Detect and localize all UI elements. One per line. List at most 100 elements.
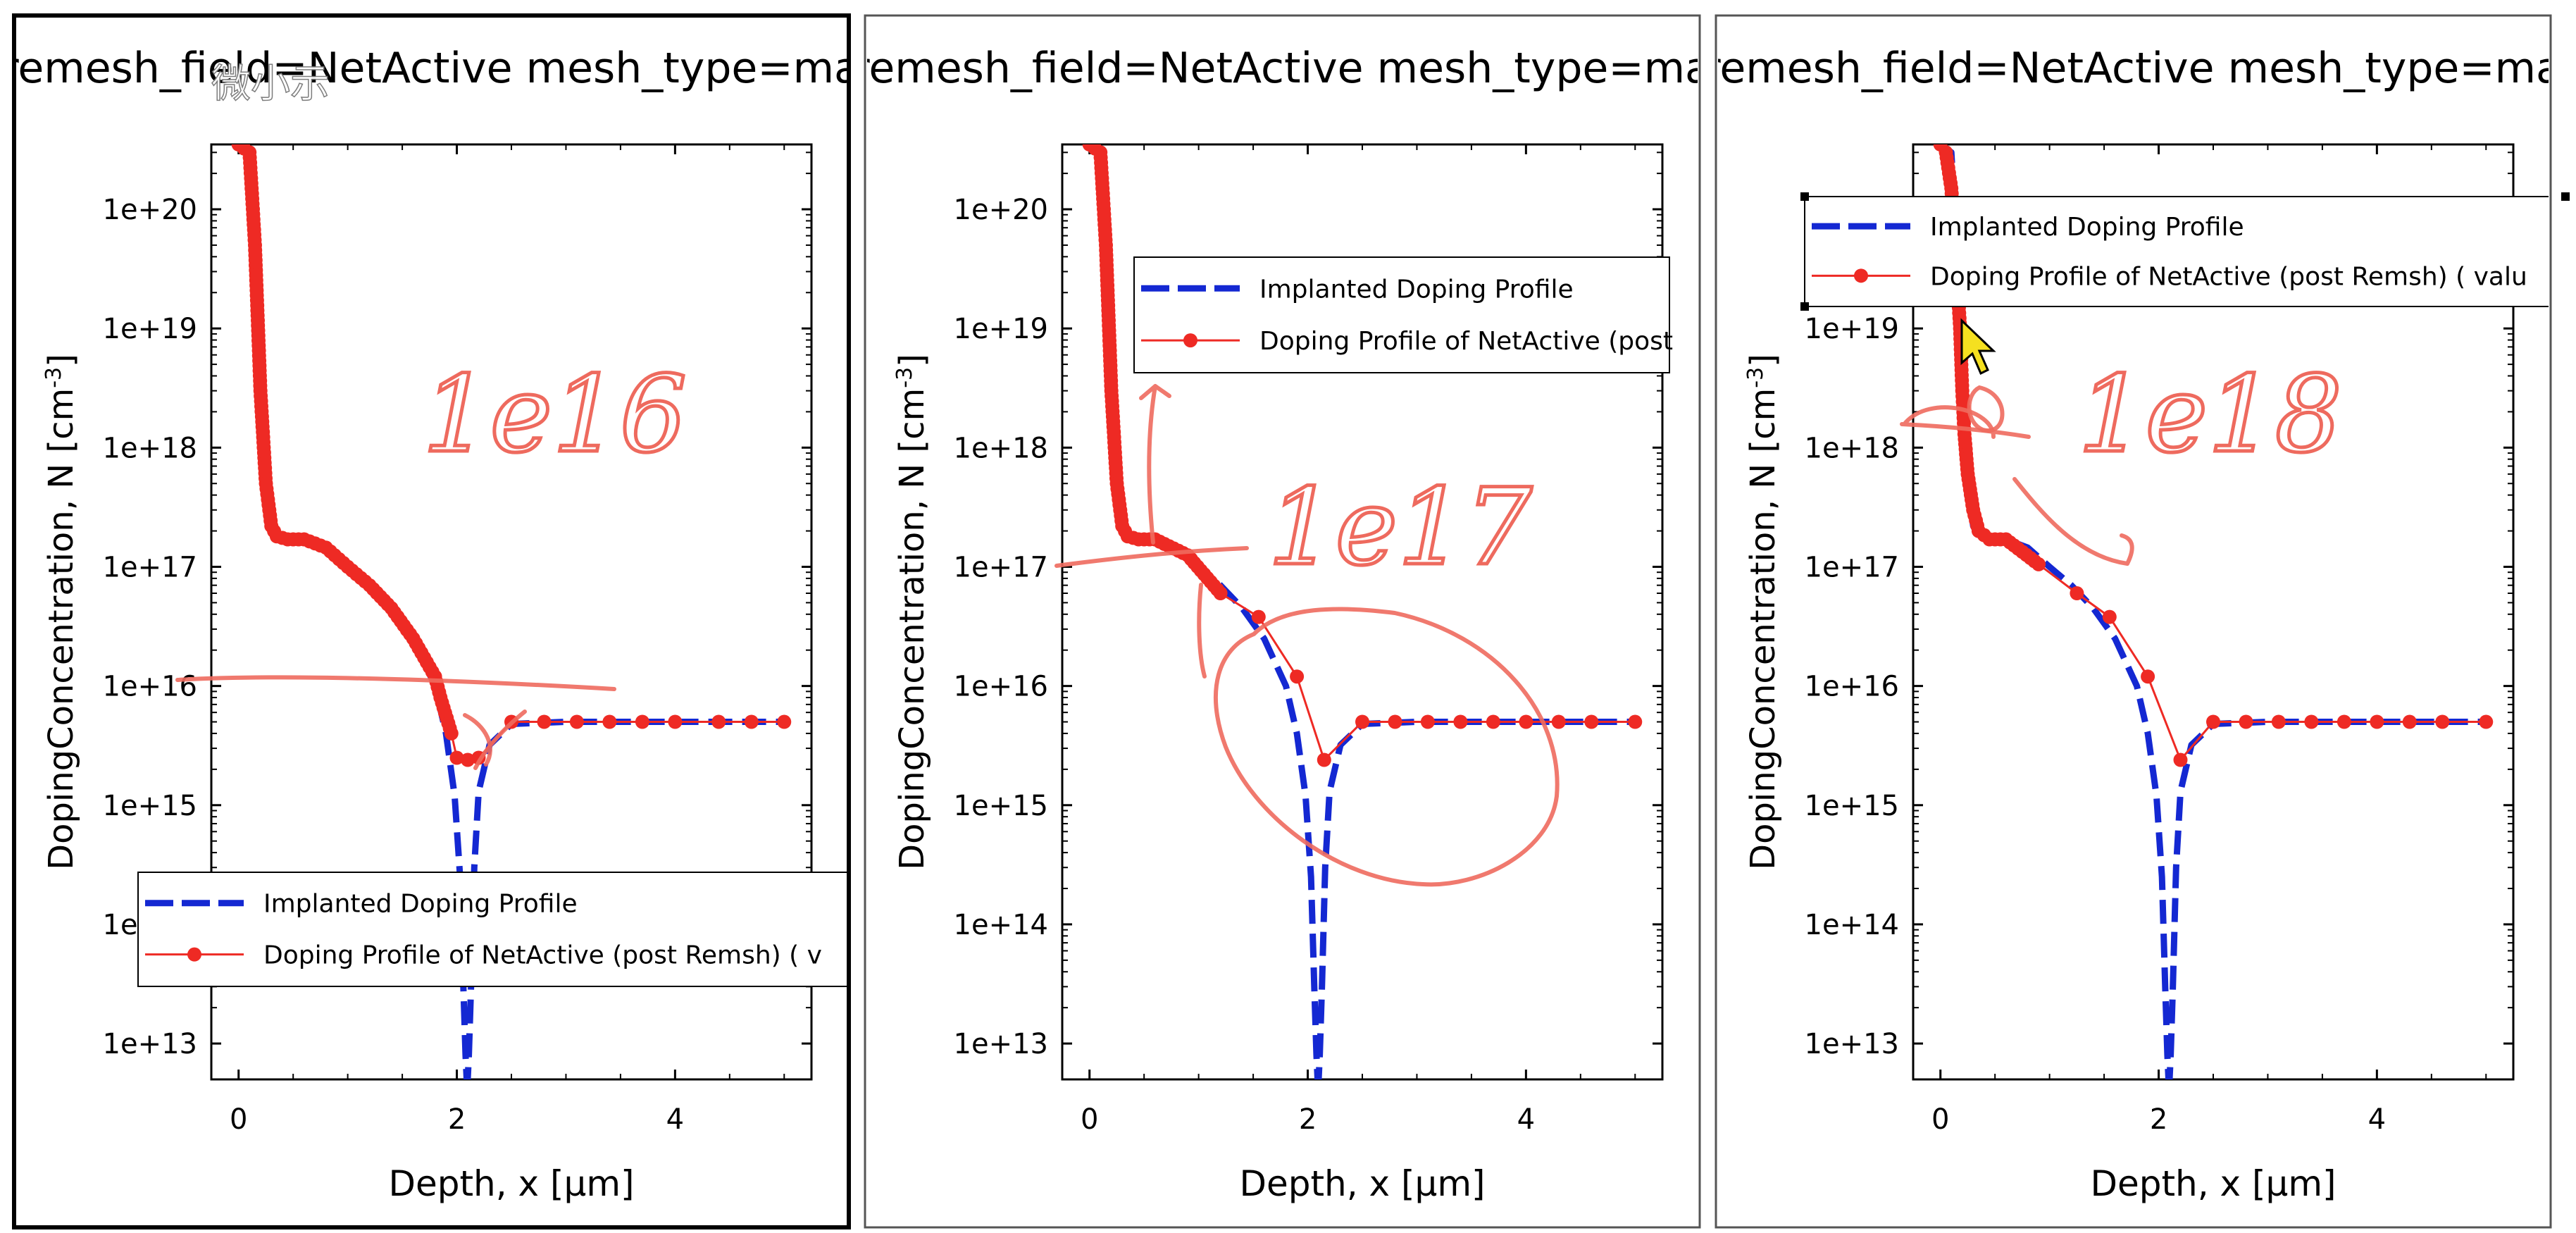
y-tick-label: 1e+20 <box>103 194 197 226</box>
series-netactive-point <box>1388 714 1402 729</box>
legend-implanted-label: Implanted Doping Profile <box>1259 275 1574 304</box>
y-tick-label: 1e+19 <box>954 313 1048 345</box>
panel-frame[interactable] <box>12 13 851 1229</box>
y-axis-label-main: DopingConcentration, N [cm <box>42 388 81 870</box>
series-netactive-point <box>1317 752 1331 767</box>
y-axis-label-main: DopingConcentration, N [cm <box>1743 388 1783 870</box>
series-netactive-point <box>1290 669 1305 684</box>
plot-panel[interactable]: remesh_field=NetActive mesh_type=max 1e+1… <box>1 13 885 1229</box>
selection-handle[interactable] <box>1800 192 1809 201</box>
panel-frame[interactable] <box>864 14 1701 1229</box>
series-netactive-point <box>1251 609 1266 624</box>
y-tick-label: 1e+15 <box>954 790 1048 822</box>
y-tick-label: 1e+15 <box>1805 790 1899 822</box>
series-netactive-point <box>1551 714 1566 729</box>
x-tick-label: 4 <box>1517 1103 1535 1136</box>
series-netactive-point <box>777 714 792 729</box>
series-netactive-point <box>1453 714 1468 729</box>
series-netactive-point <box>2304 714 2319 729</box>
series-netactive-point <box>1420 714 1435 729</box>
series-netactive-point <box>2337 714 2351 729</box>
selection-handle[interactable] <box>2561 192 2570 201</box>
plot-series <box>1082 144 1643 1079</box>
series-netactive-point <box>2271 714 2286 729</box>
y-axis-label-close: ] <box>892 354 932 367</box>
legend-box <box>1804 196 2549 307</box>
series-netactive-point <box>2206 714 2220 729</box>
annotation-stroke <box>2012 477 2134 566</box>
series-netactive-point <box>2173 752 2188 767</box>
legend-netactive-label: Doping Profile of NetActive (post Remsh)… <box>1930 262 2527 291</box>
app-label: 微小示 <box>211 61 330 107</box>
annotation-stroke <box>1139 384 1171 545</box>
series-netactive-point <box>744 714 759 729</box>
y-axis-label: DopingConcentration, N [cm-3] <box>1743 354 1784 870</box>
annotation-stroke <box>1054 546 1249 568</box>
y-tick-label: 1e+20 <box>954 194 1048 226</box>
chart-title: remesh_field=NetActive mesh_type=max <box>1 44 885 93</box>
y-tick-label: 1e+16 <box>954 671 1048 703</box>
legend-box <box>137 872 847 987</box>
series-netactive-point <box>449 750 464 765</box>
cursor-icon <box>1960 318 1996 376</box>
x-tick-label: 0 <box>230 1103 247 1136</box>
series-netactive-point <box>537 714 552 729</box>
legend[interactable]: Implanted Doping Profile Doping Profile o… <box>1133 256 1673 373</box>
y-tick-label: 1e+17 <box>1805 551 1899 583</box>
legend-netactive-label: Doping Profile of NetActive (post Remsh)… <box>263 941 822 970</box>
legend-netactive-label: Doping Profile of NetActive (post <box>1259 327 1673 356</box>
series-netactive-point <box>2070 586 2084 600</box>
handwritten-annotation: 1e16 <box>423 354 687 476</box>
selection-handle[interactable] <box>1800 302 1809 311</box>
x-tick-label: 0 <box>1931 1103 1949 1136</box>
y-tick-label: 1e+19 <box>1805 313 1899 345</box>
legend[interactable]: Implanted Doping Profile Doping Profile o… <box>137 872 851 987</box>
series-netactive-point <box>635 714 649 729</box>
annotation-stroke <box>1900 405 2031 439</box>
plot-panel[interactable]: remesh_field=NetActive mesh_type=max 1e+1… <box>852 14 1736 1229</box>
series-netactive-point <box>2239 714 2253 729</box>
x-tick-label: 0 <box>1081 1103 1098 1136</box>
series-netactive-point <box>1213 586 1228 600</box>
legend-implanted-label: Implanted Doping Profile <box>263 890 578 919</box>
annotation-stroke <box>1213 607 1560 887</box>
series-netactive-point <box>1519 714 1533 729</box>
legend-netactive-marker <box>187 947 201 962</box>
series-netactive-point <box>668 714 683 729</box>
series-netactive-point <box>1628 714 1643 729</box>
x-tick-label: 2 <box>448 1103 466 1136</box>
series-netactive-point <box>2435 714 2450 729</box>
y-tick-label: 1e+16 <box>1805 671 1899 703</box>
legend-netactive-marker <box>1854 268 1868 283</box>
series-netactive-point <box>2141 669 2155 684</box>
series-netactive-point <box>1355 714 1369 729</box>
x-tick-label: 4 <box>666 1103 684 1136</box>
x-tick-label: 4 <box>2368 1103 2386 1136</box>
annotation-stroke <box>1197 583 1207 679</box>
legend[interactable]: Implanted Doping Profile Doping Profile o… <box>1804 196 2565 307</box>
plot-panel[interactable]: remesh_field=NetActive mesh_type=max 1e+1… <box>1703 14 2576 1229</box>
series-netactive-point <box>711 714 726 729</box>
series-netactive-point <box>2102 609 2117 624</box>
y-tick-label: 1e+15 <box>103 790 197 822</box>
x-axis-label: Depth, x [μm] <box>388 1163 634 1204</box>
y-axis-label-sup: -3 <box>1743 367 1768 388</box>
y-tick-label: 1e+19 <box>103 313 197 345</box>
panel-content: remesh_field=NetActive mesh_type=max 1e+1… <box>1 44 885 1204</box>
handwritten-annotation: 1e17 <box>1268 466 1533 589</box>
series-netactive-point <box>2370 714 2384 729</box>
series-netactive-point <box>2402 714 2417 729</box>
x-axis-label: Depth, x [μm] <box>2090 1163 2336 1204</box>
y-tick-label: 1e+14 <box>954 909 1048 941</box>
series-netactive-point <box>444 726 459 741</box>
y-tick-label: 1e+18 <box>954 432 1048 464</box>
y-tick-label: 1e+16 <box>103 671 197 703</box>
x-axis-label: Depth, x [μm] <box>1239 1163 1485 1204</box>
annotation-stroke <box>463 710 527 770</box>
y-tick-label: 1e+18 <box>1805 432 1899 464</box>
y-tick-label: 1e+17 <box>954 551 1048 583</box>
panel-content: remesh_field=NetActive mesh_type=max 1e+1… <box>867 44 1698 1204</box>
x-tick-label: 2 <box>1299 1103 1317 1136</box>
annotation-stroke <box>175 675 616 691</box>
legend-box <box>1133 256 1670 373</box>
